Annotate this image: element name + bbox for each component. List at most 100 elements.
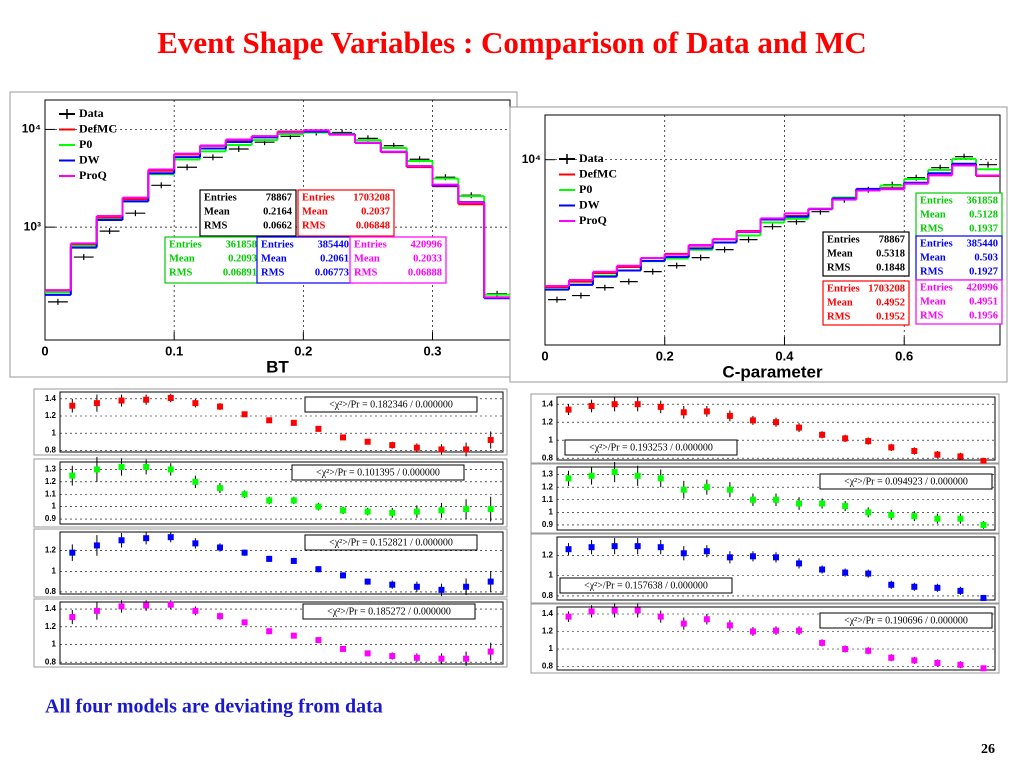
stat-label: Entries: [354, 239, 387, 250]
ratio-point: [315, 425, 322, 432]
ratio-point: [340, 572, 347, 579]
ratio-point: [703, 408, 710, 415]
ratio-point: [340, 507, 347, 514]
ratio-panel: 0.9 1 1.1 1.2 1.3 <χ²>/Pr = 0.094923 / 0.0000…: [530, 461, 1000, 534]
stat-label: Mean: [827, 248, 853, 259]
ratio-point: [389, 509, 396, 516]
stat-label: RMS: [827, 311, 850, 322]
stat-box: [915, 192, 1003, 238]
ratio-point: [565, 546, 572, 553]
legend-label: P0: [79, 137, 92, 151]
stat-value: 0.06773: [315, 267, 349, 278]
legend-label: DW: [79, 152, 100, 166]
ratio-point: [680, 486, 687, 493]
ratio-point: [611, 543, 618, 550]
ratio-point: [315, 566, 322, 573]
annotation-box: [559, 577, 733, 594]
ratio-point: [773, 554, 779, 561]
ratio-point: [588, 472, 595, 479]
caption: All four models are deviating from data: [45, 696, 383, 718]
ratio-point: [957, 587, 964, 594]
ratio-point: [364, 438, 371, 445]
stat-box: [297, 189, 395, 237]
y-tick-label: 1: [52, 502, 57, 511]
annotation-box: [564, 439, 738, 456]
stat-label: Entries: [920, 282, 953, 293]
legend-label: DefMC: [579, 166, 617, 180]
ratio-point: [957, 453, 964, 460]
ratio-point: [364, 508, 371, 515]
ratio-point: [192, 478, 199, 485]
ratio-point: [819, 431, 826, 438]
ratio-point: [463, 655, 470, 662]
ratio-point: [192, 540, 199, 547]
stat-label: Entries: [827, 283, 860, 294]
stat-value: 0.5318: [876, 248, 905, 259]
ratio-point: [773, 627, 779, 634]
ratio-point: [118, 463, 125, 470]
ratio-point: [842, 569, 849, 576]
ratio-point: [241, 549, 248, 556]
annotation: <χ²>/Pr = 0.157638 / 0.000000: [584, 580, 708, 591]
ratio-point: [364, 650, 371, 657]
ratio-point: [588, 544, 595, 551]
ratio-point: [657, 475, 664, 482]
ratio-point: [888, 444, 895, 451]
ratio-point: [167, 395, 174, 401]
ratio-point: [290, 557, 297, 564]
ratio-point: [796, 500, 803, 507]
y-tick-label: 1: [549, 507, 554, 516]
ratio-point: [680, 550, 687, 557]
ratio-point: [980, 521, 987, 528]
ratio-point: [266, 497, 273, 504]
ratio-point: [911, 657, 918, 664]
ratio-point: [167, 534, 174, 541]
y-tick-label: 1.4: [542, 399, 554, 408]
ratio-panel: 0.8 1 1.2 1.4 <χ²>/Pr = 0.193253 / 0.000000: [530, 393, 1000, 464]
ratio-point: [749, 553, 756, 560]
stat-value: 0.503: [974, 252, 998, 263]
y-tick-label: 1.2: [542, 417, 554, 426]
ratio-point: [773, 419, 779, 426]
stat-value: 361858: [226, 239, 258, 250]
stat-label: Entries: [169, 239, 202, 250]
ratio-point: [796, 424, 803, 431]
annotation: <χ²>/Pr = 0.101395 / 0.000000: [316, 467, 440, 478]
stat-box: [915, 235, 1003, 281]
ratio-point: [69, 549, 76, 556]
ratio-point: [611, 401, 618, 408]
ratio-point: [703, 548, 710, 555]
y-tick-label: 1.3: [45, 465, 57, 474]
y-tick-label: 0.8: [45, 445, 57, 454]
ratio-panel: 0.8 1 1.2 1.4 <χ²>/Pr = 0.182346 / 0.000000: [33, 388, 508, 457]
stat-box: [915, 279, 1003, 325]
stat-value: 0.1937: [969, 223, 998, 234]
ratio-point: [216, 544, 223, 551]
stat-label: Mean: [354, 253, 380, 264]
ratio-point: [364, 578, 371, 585]
ratio-point: [749, 417, 756, 424]
ratio-point: [911, 448, 918, 454]
ratio-point: [934, 451, 941, 458]
ratio-point: [634, 401, 641, 408]
stat-label: Entries: [302, 192, 335, 203]
stat-label: Mean: [920, 209, 946, 220]
ratio-point: [438, 586, 445, 593]
ratio-point: [315, 503, 322, 510]
legend-label: ProQ: [79, 168, 107, 182]
y-tick-label: 1: [549, 571, 554, 580]
annotation: <χ²>/Pr = 0.094923 / 0.000000: [844, 476, 968, 487]
ratio-point: [934, 515, 941, 522]
ratio-point: [980, 594, 987, 601]
stat-value: 0.4951: [969, 296, 998, 307]
ratio-point: [216, 485, 223, 492]
y-tick-label: 1: [52, 428, 57, 437]
ratio-point: [487, 648, 494, 655]
ratio-point: [241, 491, 248, 498]
x-tick-label: 0.3: [423, 343, 441, 358]
ratio-point: [865, 570, 872, 577]
stat-label: Entries: [920, 195, 953, 206]
y-tick-label: 1.1: [542, 495, 554, 504]
stat-value: 1703208: [353, 192, 390, 203]
ratio-point: [463, 506, 470, 513]
